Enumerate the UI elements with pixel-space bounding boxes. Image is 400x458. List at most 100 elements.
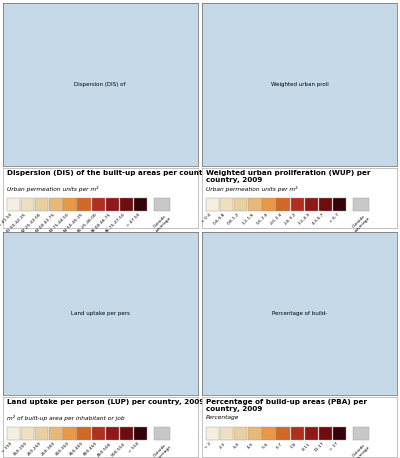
Text: Outside
coverage: Outside coverage <box>152 213 172 233</box>
Bar <box>21 198 34 211</box>
Text: 43.00-43.75: 43.00-43.75 <box>34 213 56 234</box>
Text: 450-500: 450-500 <box>96 442 112 457</box>
Bar <box>353 198 369 211</box>
Text: 400-450: 400-450 <box>82 442 98 457</box>
Text: 5-6: 5-6 <box>261 442 269 449</box>
Text: 350-400: 350-400 <box>68 442 84 457</box>
Text: Weighted urban proliferation (WUP) per country, 2009: Weighted urban proliferation (WUP) per c… <box>206 170 370 183</box>
Bar <box>333 427 346 440</box>
Bar <box>234 427 248 440</box>
Bar <box>305 198 318 211</box>
Bar <box>154 427 170 440</box>
Bar <box>206 198 219 211</box>
Bar <box>262 198 276 211</box>
Bar <box>206 427 219 440</box>
Text: < 41.50: < 41.50 <box>0 213 14 228</box>
Text: 8-11: 8-11 <box>302 442 311 451</box>
Bar <box>7 198 20 211</box>
Text: < 150: < 150 <box>1 442 14 454</box>
Text: 43.75-44.50: 43.75-44.50 <box>48 213 70 234</box>
Text: 42.25-43.00: 42.25-43.00 <box>20 213 42 234</box>
Bar <box>333 198 346 211</box>
Bar <box>7 427 20 440</box>
Text: Urban permeation units per m²: Urban permeation units per m² <box>7 186 98 192</box>
Bar <box>248 427 262 440</box>
Bar <box>49 198 62 211</box>
Bar <box>291 427 304 440</box>
Text: 0.4-0.8: 0.4-0.8 <box>213 213 227 226</box>
Text: 7-8: 7-8 <box>290 442 297 449</box>
Text: Percentage: Percentage <box>206 415 239 420</box>
Bar <box>248 198 262 211</box>
Text: Outside
coverage: Outside coverage <box>351 442 371 458</box>
Text: 4-5: 4-5 <box>247 442 255 449</box>
Text: 44.50-45.25: 44.50-45.25 <box>62 213 84 234</box>
Text: 0.8-1.2: 0.8-1.2 <box>227 213 241 226</box>
Text: 300-350: 300-350 <box>54 442 70 457</box>
Text: > 47.50: > 47.50 <box>126 213 141 228</box>
Text: 1.6-2.0: 1.6-2.0 <box>255 213 269 226</box>
Bar <box>276 198 290 211</box>
Text: > 6.7: > 6.7 <box>328 213 340 224</box>
Bar <box>92 427 105 440</box>
Text: 250-300: 250-300 <box>40 442 56 457</box>
Bar <box>120 427 133 440</box>
Text: Percentage of build-up areas (PBA) per country, 2009: Percentage of build-up areas (PBA) per c… <box>206 399 367 412</box>
Text: Dispersion (DIS) of the built-up areas per country, 2009: Dispersion (DIS) of the built-up areas p… <box>7 170 236 176</box>
Text: Outside
coverage: Outside coverage <box>351 213 371 233</box>
Text: Percentage of build-: Percentage of build- <box>272 311 327 316</box>
Text: 2.0-2.4: 2.0-2.4 <box>270 213 283 226</box>
Bar <box>78 198 91 211</box>
Text: 2-3: 2-3 <box>219 442 227 449</box>
Text: Dispersion (DIS) of: Dispersion (DIS) of <box>74 82 127 87</box>
Bar <box>49 427 62 440</box>
Text: 46.00-46.75: 46.00-46.75 <box>91 213 112 234</box>
Bar <box>106 198 119 211</box>
Text: > 550: > 550 <box>128 442 141 454</box>
Bar <box>319 198 332 211</box>
Bar <box>35 198 48 211</box>
Bar <box>220 427 233 440</box>
Bar <box>276 427 290 440</box>
Text: Outside
Coverage: Outside Coverage <box>152 442 172 458</box>
Bar <box>353 427 369 440</box>
Bar <box>120 198 133 211</box>
Bar <box>154 198 170 211</box>
Text: 11-17: 11-17 <box>314 442 326 453</box>
Text: 2.4-3.2: 2.4-3.2 <box>284 213 297 226</box>
Bar <box>234 198 248 211</box>
Text: 3.2-4.3: 3.2-4.3 <box>298 213 311 226</box>
Text: Land uptake per person (LUP) per country, 2009: Land uptake per person (LUP) per country… <box>7 399 204 405</box>
Text: m² of built-up area per inhabitant or job: m² of built-up area per inhabitant or jo… <box>7 415 124 421</box>
Text: 6-7: 6-7 <box>275 442 283 449</box>
Text: 46.75-47.50: 46.75-47.50 <box>105 213 126 234</box>
Bar <box>305 427 318 440</box>
Text: Urban permeation units per m²: Urban permeation units per m² <box>206 186 297 192</box>
Bar <box>134 198 147 211</box>
Bar <box>319 427 332 440</box>
Bar <box>106 427 119 440</box>
Bar <box>78 427 91 440</box>
Text: 500-550: 500-550 <box>111 442 126 457</box>
Text: 150-200: 150-200 <box>12 442 28 457</box>
Text: 45.25-46.00: 45.25-46.00 <box>77 213 98 234</box>
Text: 200-250: 200-250 <box>26 442 42 457</box>
Bar <box>63 198 77 211</box>
Text: 3-4: 3-4 <box>233 442 241 449</box>
Text: 1.2-1.6: 1.2-1.6 <box>241 213 255 226</box>
Bar <box>262 427 276 440</box>
Text: Weighted urban proli: Weighted urban proli <box>271 82 328 87</box>
Text: < 2: < 2 <box>204 442 212 450</box>
Bar <box>291 198 304 211</box>
Text: 41.50-42.25: 41.50-42.25 <box>6 213 28 234</box>
Bar <box>134 427 147 440</box>
Text: 4.3-6.7: 4.3-6.7 <box>312 213 326 226</box>
Text: Land uptake per pers: Land uptake per pers <box>71 311 130 316</box>
Bar <box>63 427 77 440</box>
Bar <box>220 198 233 211</box>
Bar <box>21 427 34 440</box>
Text: < 0.4: < 0.4 <box>201 213 212 224</box>
Bar <box>92 198 105 211</box>
Text: > 17: > 17 <box>329 442 340 452</box>
Bar <box>35 427 48 440</box>
